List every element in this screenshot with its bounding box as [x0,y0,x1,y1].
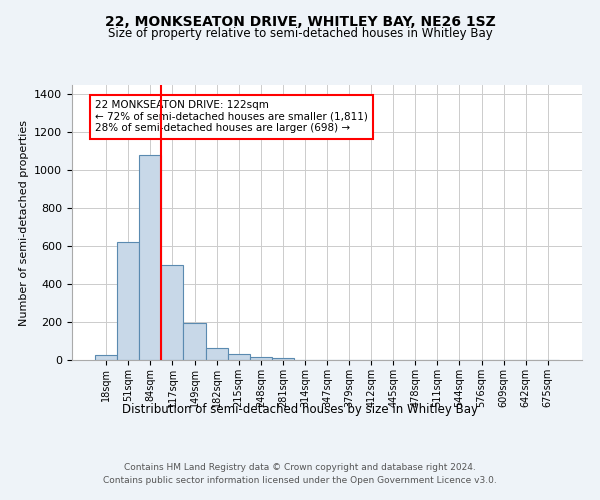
Bar [227,354,250,360]
Bar [206,348,227,360]
Bar [95,356,117,360]
Text: Contains HM Land Registry data © Crown copyright and database right 2024.: Contains HM Land Registry data © Crown c… [124,462,476,471]
Bar [161,265,184,360]
Bar [272,358,294,360]
Y-axis label: Number of semi-detached properties: Number of semi-detached properties [19,120,29,326]
Text: 22 MONKSEATON DRIVE: 122sqm
← 72% of semi-detached houses are smaller (1,811)
28: 22 MONKSEATON DRIVE: 122sqm ← 72% of sem… [95,100,368,134]
Bar [250,356,272,360]
Text: 22, MONKSEATON DRIVE, WHITLEY BAY, NE26 1SZ: 22, MONKSEATON DRIVE, WHITLEY BAY, NE26 … [104,15,496,29]
Bar [139,155,161,360]
Text: Distribution of semi-detached houses by size in Whitley Bay: Distribution of semi-detached houses by … [122,402,478,415]
Bar [117,242,139,360]
Text: Size of property relative to semi-detached houses in Whitley Bay: Size of property relative to semi-detach… [107,28,493,40]
Text: Contains public sector information licensed under the Open Government Licence v3: Contains public sector information licen… [103,476,497,485]
Bar [184,322,206,360]
